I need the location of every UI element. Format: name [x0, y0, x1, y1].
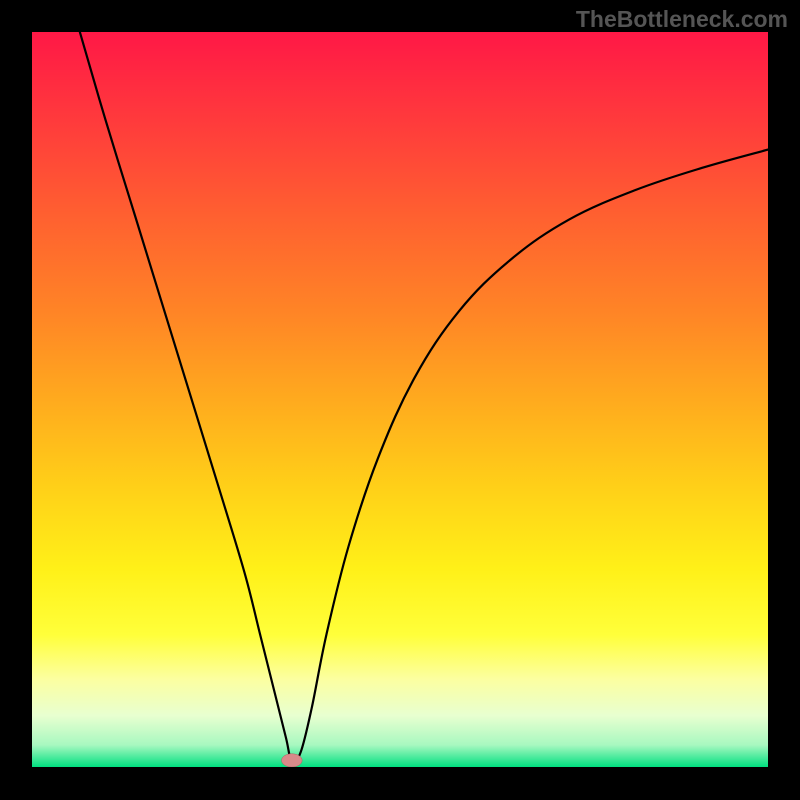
watermark-text: TheBottleneck.com — [576, 6, 788, 33]
optimal-point-marker — [282, 754, 303, 767]
plot-area — [32, 32, 768, 767]
chart-svg — [32, 32, 768, 767]
gradient-background — [32, 32, 768, 767]
chart-container: TheBottleneck.com — [0, 0, 800, 800]
